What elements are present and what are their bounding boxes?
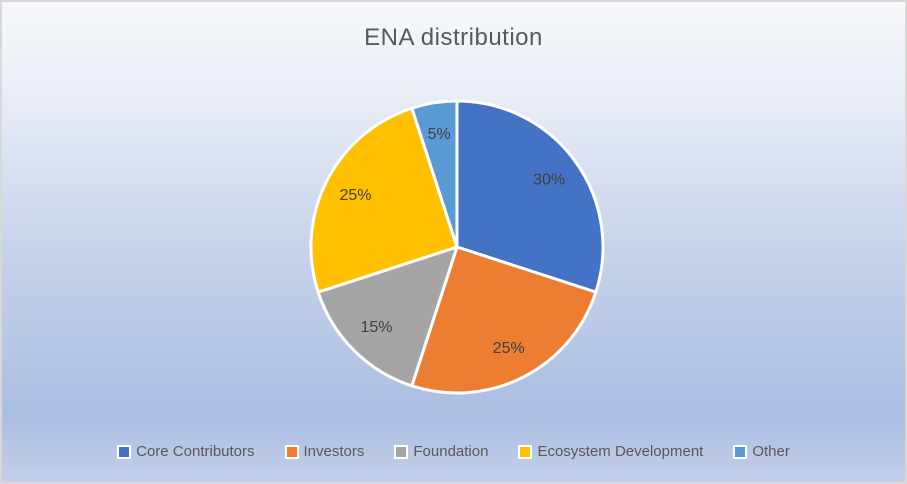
legend-item-other[interactable]: Other [733, 443, 790, 460]
legend-swatch-other [733, 444, 748, 459]
legend-label-investors: Investors [303, 443, 365, 460]
pie-svg: 30% 25% 15% 25% 5% [309, 99, 605, 395]
pie-slice-investors[interactable] [410, 245, 598, 395]
legend-item-investors[interactable]: Investors [284, 443, 365, 460]
pie-data-label-core-contributors: 30% [533, 172, 565, 189]
pie-data-label-ecosystem-development: 25% [339, 187, 371, 204]
pie-slice-ecosystem-development[interactable] [309, 106, 459, 294]
legend-swatch-foundation [394, 444, 409, 459]
legend-label-foundation: Foundation [413, 443, 489, 460]
legend-swatch-investors [284, 444, 299, 459]
legend-item-core-contributors[interactable]: Core Contributors [117, 443, 255, 460]
legend-swatch-core-contributors [117, 444, 132, 459]
legend: Core Contributors Investors Foundation Ecos… [2, 443, 905, 460]
chart-title: ENA distribution [364, 24, 543, 51]
pie-data-label-other: 5% [428, 126, 451, 143]
pie-data-label-foundation: 15% [360, 319, 392, 336]
legend-item-foundation[interactable]: Foundation [394, 443, 488, 460]
pie-data-label-investors: 25% [493, 340, 525, 357]
pie-slice-other[interactable] [410, 99, 459, 249]
legend-label-core-contributors: Core Contributors [136, 443, 255, 460]
legend-item-ecosystem-development[interactable]: Ecosystem Development [518, 443, 703, 460]
pie-slice-core-contributors[interactable] [455, 99, 605, 294]
legend-swatch-ecosystem-development [518, 444, 533, 459]
legend-label-ecosystem-development: Ecosystem Development [537, 443, 704, 460]
legend-label-other: Other [752, 443, 790, 460]
